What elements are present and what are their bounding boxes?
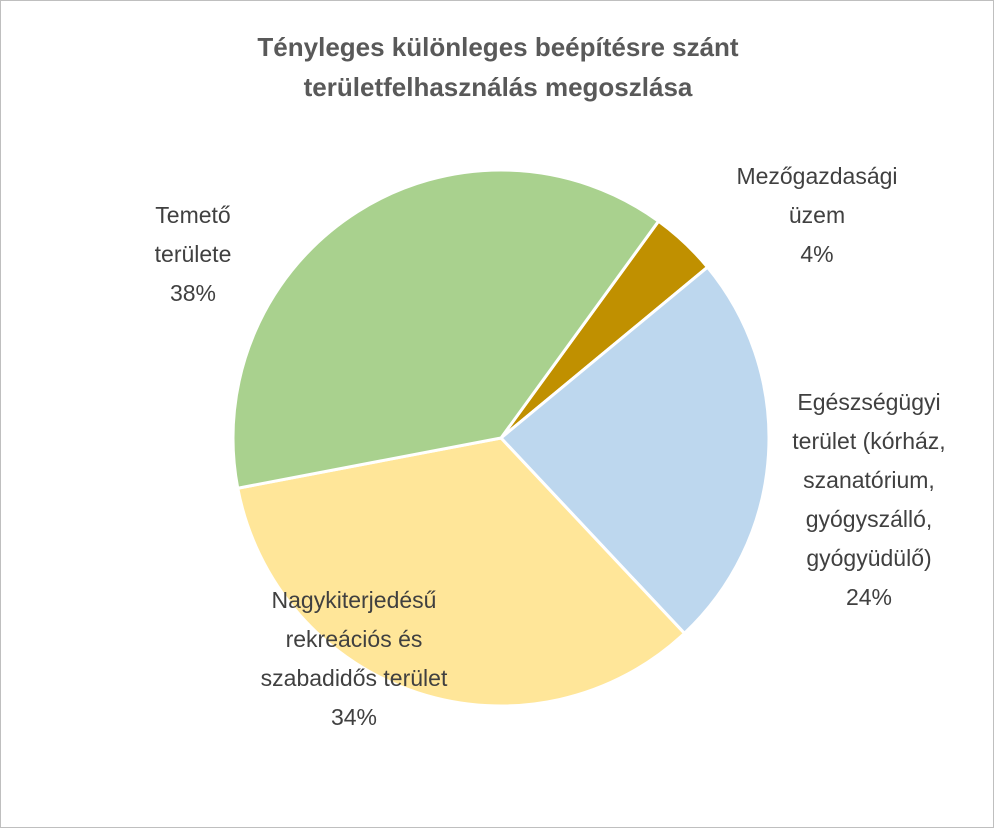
category-label: Temető területe	[154, 202, 232, 267]
value-label: 4%	[800, 241, 834, 267]
category-label: Mezőgazdasági üzem	[736, 163, 898, 228]
value-label: 24%	[845, 584, 893, 610]
value-label: 38%	[169, 280, 217, 306]
slice-label: Egészségügyi terület (kórház, szanatóriu…	[787, 383, 952, 617]
category-label: Egészségügyi terület (kórház, szanatóriu…	[792, 389, 946, 571]
pie-slice	[231, 168, 661, 490]
value-label: 34%	[330, 704, 378, 730]
slice-label: Temető területe 38%	[138, 196, 248, 313]
chart-title: Tényleges különleges beépítésre szánt te…	[257, 32, 739, 102]
category-label: Nagykiterjedésű rekreációs és szabadidős…	[260, 587, 448, 691]
pie-slice	[235, 436, 687, 708]
pie-slice	[498, 265, 771, 636]
slice-label: Mezőgazdasági üzem 4%	[727, 157, 907, 274]
slice-label: Nagykiterjedésű rekreációs és szabadidős…	[247, 581, 462, 737]
